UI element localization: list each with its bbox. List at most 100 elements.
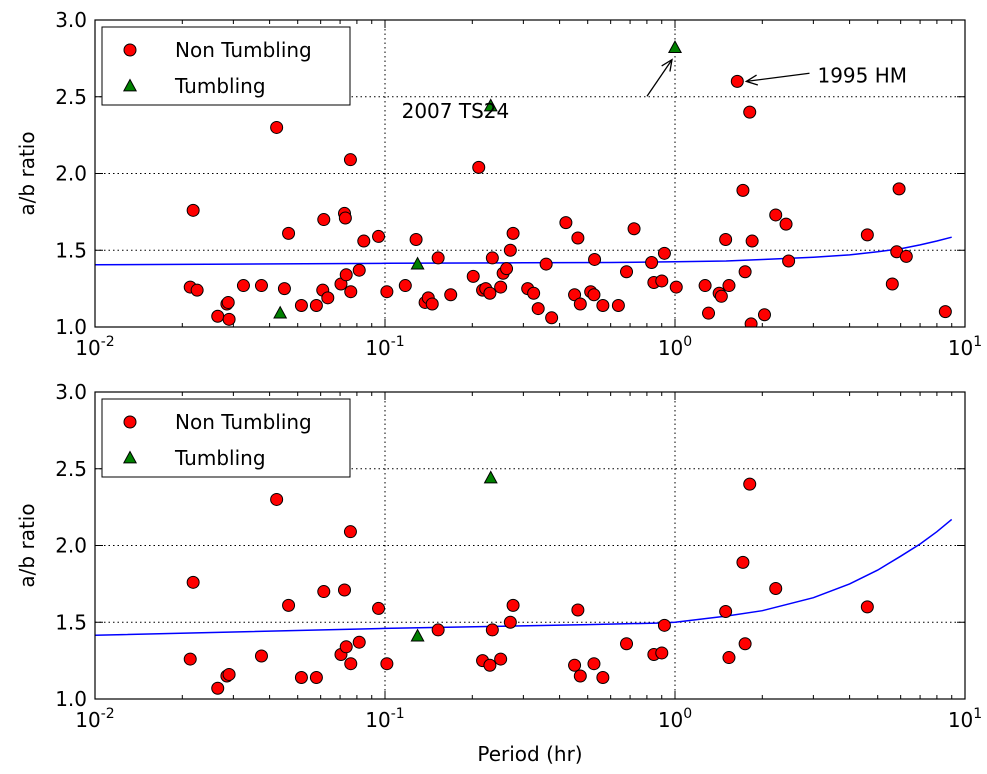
non-tumbling-point <box>722 651 736 665</box>
non-tumbling-point <box>186 575 200 589</box>
non-tumbling-point <box>221 295 235 309</box>
non-tumbling-point <box>757 308 771 322</box>
non-tumbling-point <box>596 671 610 685</box>
y-tick-label: 3.0 <box>55 8 87 32</box>
non-tumbling-point <box>485 623 499 637</box>
non-tumbling-point <box>186 203 200 217</box>
y-tick-label: 1.5 <box>55 238 87 262</box>
non-tumbling-point <box>571 231 585 245</box>
non-tumbling-point <box>254 649 268 663</box>
annotation-arrow-head <box>661 58 673 72</box>
non-tumbling-point <box>282 598 296 612</box>
x-axis-label: Period (hr) <box>477 742 582 766</box>
legend-marker-tumbling <box>122 450 138 464</box>
x-tick-exponent: 0 <box>683 706 692 722</box>
non-tumbling-point <box>744 317 758 327</box>
non-tumbling-point <box>938 305 952 319</box>
legend: Non Tumbling Tumbling <box>101 398 351 478</box>
non-tumbling-point <box>222 312 236 326</box>
legend-label: Tumbling <box>174 74 266 98</box>
non-tumbling-point <box>317 213 331 227</box>
x-tick-label: 10-1 <box>365 706 404 732</box>
non-tumbling-point <box>409 233 423 247</box>
legend-marker-non-tumbling <box>123 43 137 57</box>
non-tumbling-point <box>568 658 582 672</box>
non-tumbling-point <box>714 289 728 303</box>
non-tumbling-point <box>344 657 358 671</box>
non-tumbling-point <box>183 652 197 666</box>
non-tumbling-point <box>466 269 480 283</box>
non-tumbling-point <box>503 243 517 257</box>
non-tumbling-point <box>398 279 412 293</box>
non-tumbling-point <box>277 282 291 296</box>
x-axis: 10-2 10-1 100 101 <box>75 20 982 360</box>
annotation-arrow-head <box>744 74 759 86</box>
non-tumbling-point <box>372 601 386 615</box>
x-tick-base: 10 <box>75 708 100 732</box>
y-tick-label: 2.0 <box>55 162 87 186</box>
non-tumbling-point <box>539 257 553 271</box>
non-tumbling-point <box>657 246 671 260</box>
legend-box <box>101 26 351 106</box>
x-tick-label: 100 <box>658 706 692 732</box>
non-tumbling-point <box>506 598 520 612</box>
non-tumbling-point <box>736 183 750 197</box>
legend-marker-tumbling <box>122 78 138 92</box>
y-tick-label: 2.5 <box>55 85 87 109</box>
x-tick-exponent: -1 <box>391 334 405 350</box>
non-tumbling-point <box>211 681 225 695</box>
annotation-label: 1995 HM <box>817 63 907 87</box>
x-tick-label: 101 <box>948 706 982 732</box>
non-tumbling-point <box>431 251 445 265</box>
non-tumbling-point <box>730 74 744 88</box>
non-tumbling-point <box>352 263 366 277</box>
non-tumbling-point <box>627 222 641 236</box>
tumbling-point <box>273 305 288 319</box>
non-tumbling-point <box>503 615 517 629</box>
trend-line <box>95 236 952 266</box>
y-tick-label: 2.0 <box>55 534 87 558</box>
non-tumbling-point <box>782 254 796 268</box>
legend-box <box>101 398 351 478</box>
non-tumbling-point <box>587 288 601 302</box>
non-tumbling-point <box>722 279 736 293</box>
non-tumbling-point <box>344 285 358 299</box>
non-tumbling-point <box>294 299 308 313</box>
non-tumbling-point <box>317 585 331 599</box>
non-tumbling-point <box>343 525 357 539</box>
non-tumbling-point <box>645 256 659 270</box>
non-tumbling-point <box>352 635 366 649</box>
non-tumbling-point <box>669 280 683 294</box>
non-tumbling-point <box>573 297 587 311</box>
x-tick-label: 100 <box>658 334 692 360</box>
non-tumbling-point <box>719 605 733 619</box>
tumbling-point <box>483 470 498 484</box>
non-tumbling-point <box>885 277 899 291</box>
non-tumbling-point <box>860 600 874 614</box>
non-tumbling-point <box>309 671 323 685</box>
non-tumbling-point <box>236 279 250 293</box>
x-tick-label: 101 <box>948 334 982 360</box>
y-tick-label: 2.5 <box>55 457 87 481</box>
non-tumbling-point <box>500 262 514 276</box>
annotation-arrow-shaft <box>646 59 673 97</box>
legend-label: Non Tumbling <box>175 38 312 62</box>
non-tumbling-point <box>588 252 602 266</box>
non-tumbling-point <box>611 299 625 313</box>
non-tumbling-point <box>380 285 394 299</box>
x-tick-base: 10 <box>75 336 100 360</box>
plot-area <box>95 40 952 327</box>
non-tumbling-point <box>294 671 308 685</box>
non-tumbling-point <box>698 279 712 293</box>
non-tumbling-point <box>357 234 371 248</box>
non-tumbling-point <box>745 234 759 248</box>
legend: Non Tumbling Tumbling <box>101 26 351 106</box>
y-tick-label: 1.0 <box>55 315 87 339</box>
x-tick-label: 10-2 <box>75 706 114 732</box>
x-axis: 10-2 10-1 100 101 <box>75 392 982 732</box>
non-tumbling-point <box>254 279 268 293</box>
x-tick-base: 10 <box>948 336 973 360</box>
non-tumbling-point <box>270 492 284 506</box>
